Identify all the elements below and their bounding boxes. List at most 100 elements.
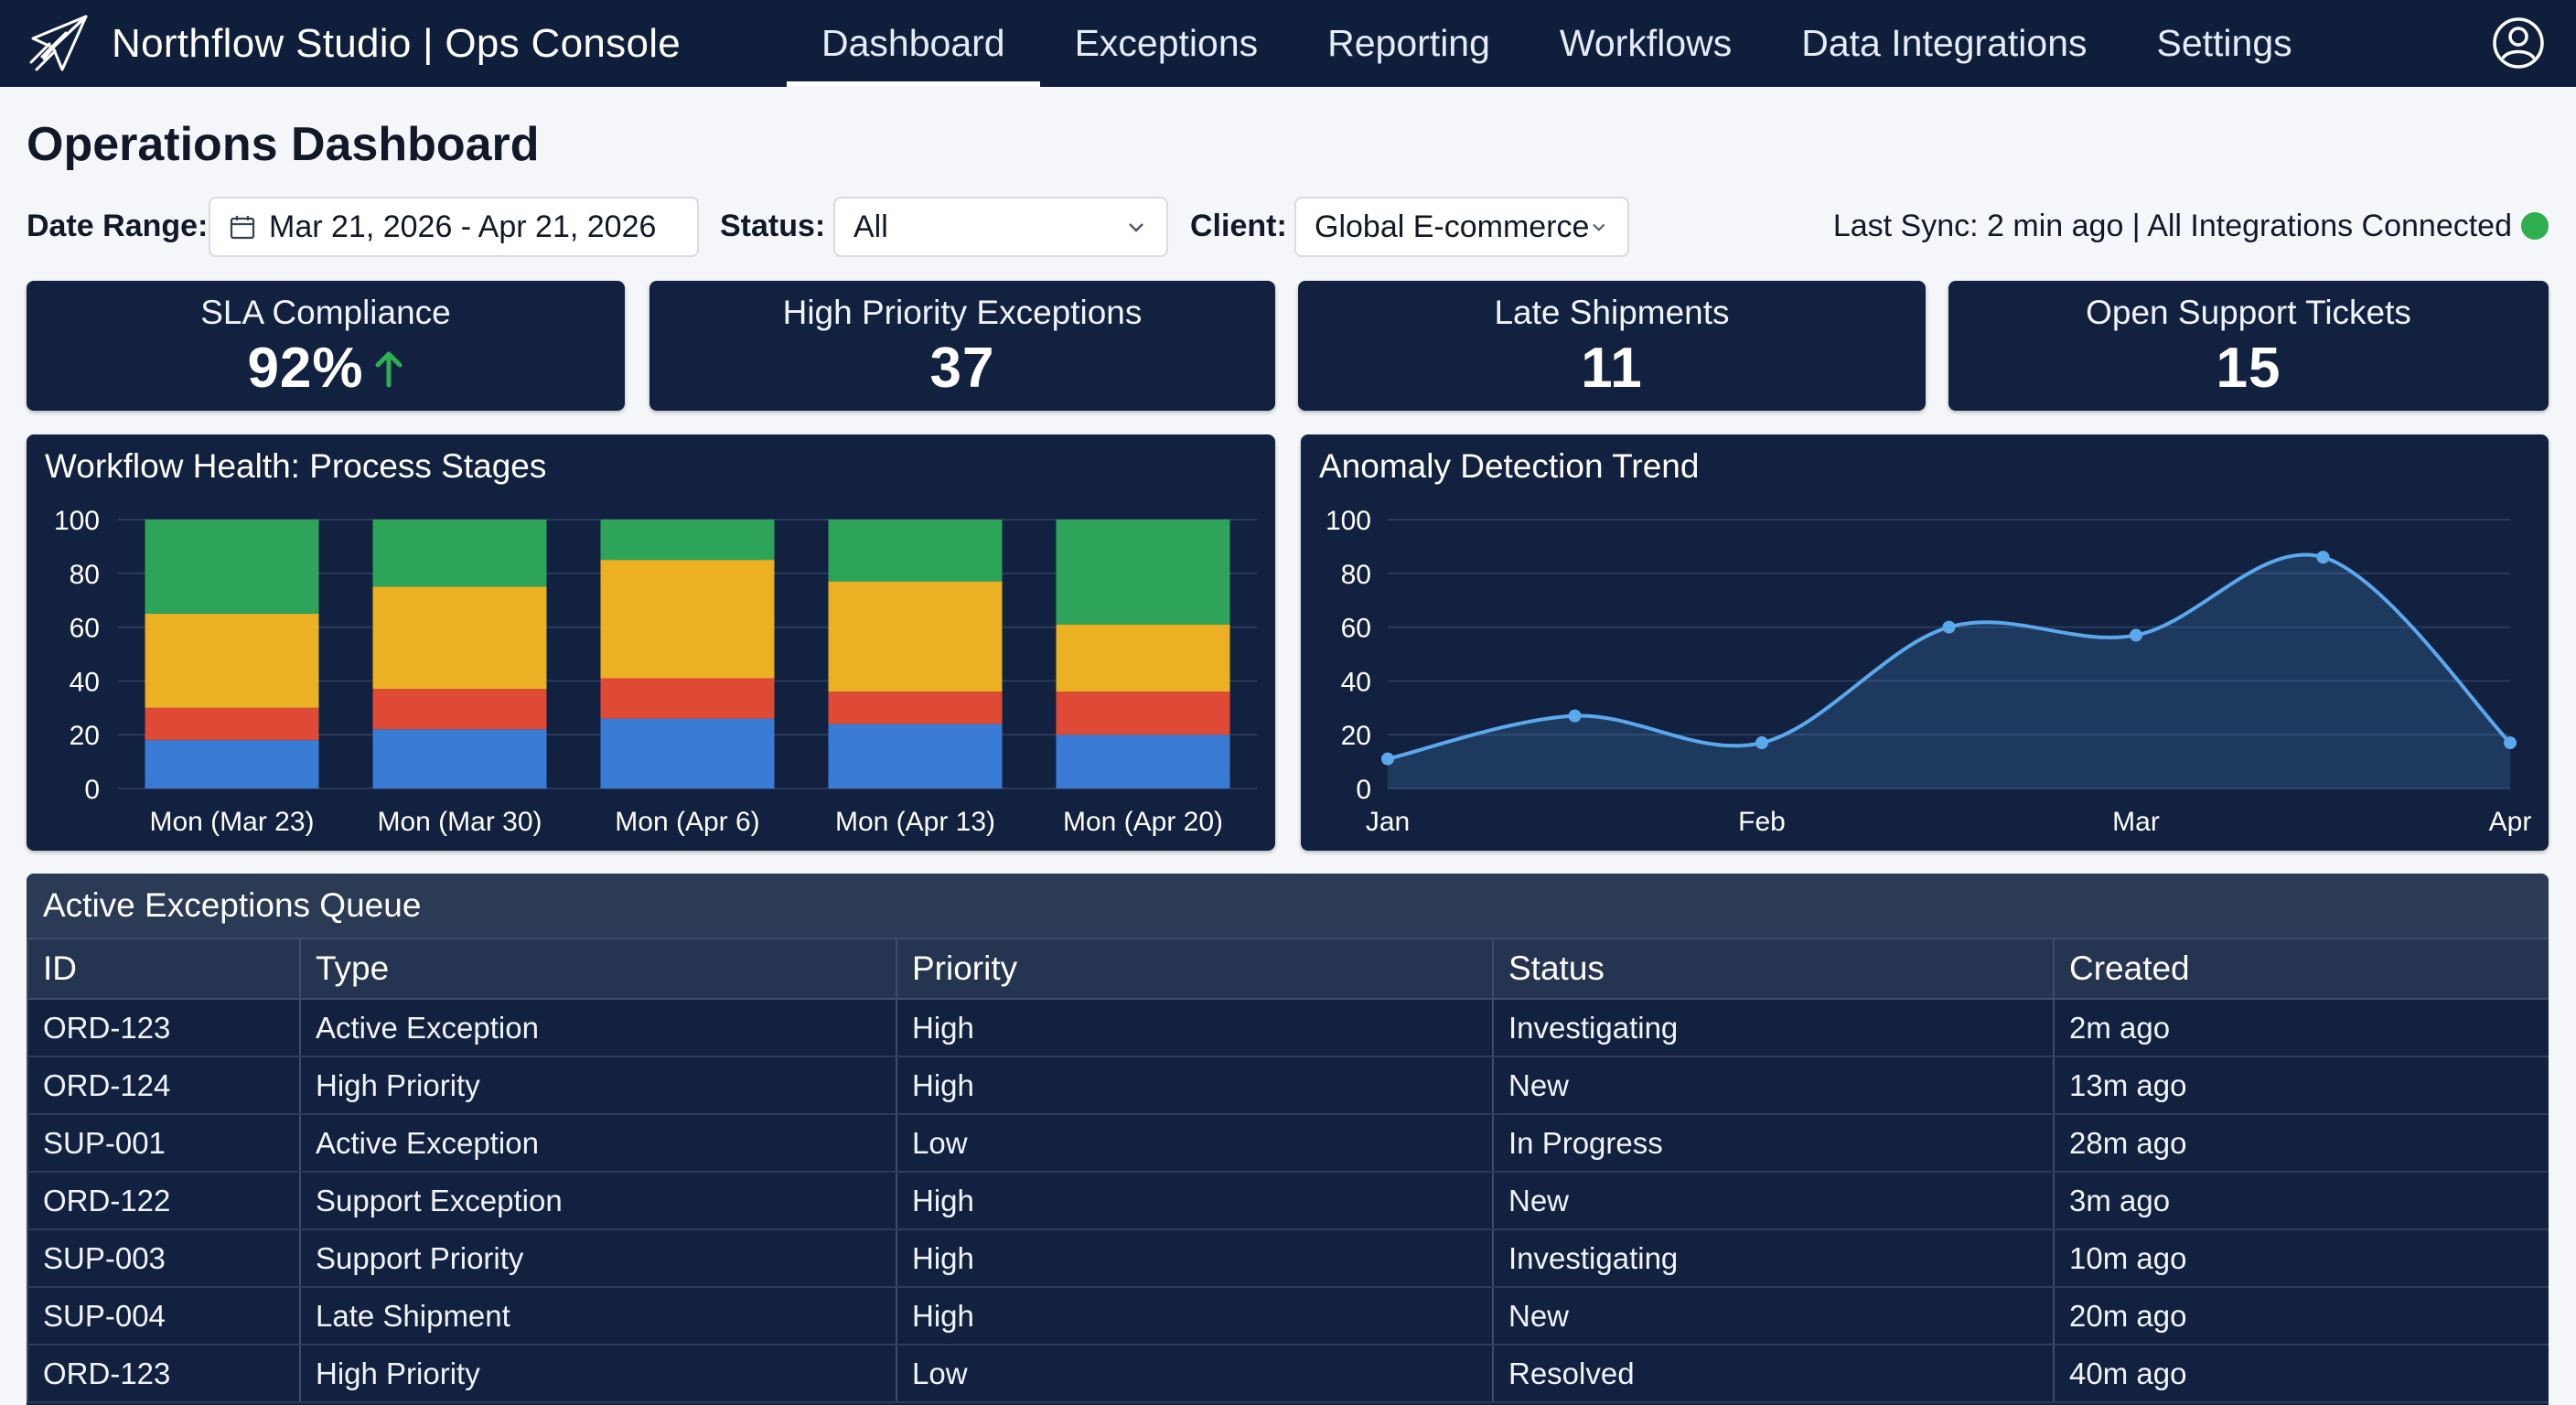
bar-segment (828, 581, 1003, 692)
table-row[interactable]: ORD-123 Active Exception High Investigat… (27, 999, 2549, 1057)
kpi-value: 15 (2216, 337, 2281, 400)
cell-status: New (1492, 1287, 2055, 1346)
page-title: Operations Dashboard (27, 118, 540, 171)
cell-id: ORD-123 (27, 999, 301, 1057)
kpi-label: High Priority Exceptions (782, 294, 1143, 331)
column-header-id[interactable]: ID (27, 938, 301, 1000)
chevron-down-icon (1129, 223, 1143, 232)
table-row[interactable]: ORD-122 Support Exception High New 3m ag… (27, 1172, 2549, 1230)
cell-status: Investigating (1492, 999, 2055, 1057)
status-label: Status: (720, 209, 826, 243)
status-select-value: All (853, 209, 888, 244)
kpi-open-support-tickets[interactable]: Open Support Tickets 15 (1948, 281, 2549, 411)
table-header-row: ID Type Priority Status Created (27, 938, 2549, 1000)
cell-id: ORD-123 (27, 1345, 301, 1403)
y-tick-label: 20 (1341, 721, 1371, 751)
kpi-sla-compliance[interactable]: SLA Compliance 92% (27, 281, 625, 411)
y-tick-label: 20 (70, 721, 100, 751)
sync-status: Last Sync: 2 min ago | All Integrations … (1832, 209, 2512, 243)
table-row[interactable]: SUP-001 Active Exception Low In Progress… (27, 1114, 2549, 1173)
x-tick-label: Mon (Apr 13) (835, 807, 995, 837)
cell-type: Late Shipment (299, 1287, 897, 1346)
bar-segment (145, 740, 319, 788)
table-row[interactable]: ORD-123 High Priority Low Resolved 40m a… (27, 1345, 2549, 1403)
app-title: Northflow Studio | Ops Console (112, 20, 682, 66)
bar-segment (145, 707, 319, 741)
nav-reporting[interactable]: Reporting (1327, 22, 1490, 64)
x-tick-label: Mon (Apr 6) (615, 807, 759, 837)
cell-id: ORD-124 (27, 1056, 301, 1115)
client-select-value: Global E-commerce (1315, 209, 1590, 244)
cell-priority: High (896, 1229, 1494, 1288)
table-title: Active Exceptions Queue (27, 874, 2549, 938)
up-arrow-icon (375, 351, 402, 387)
kpi-late-shipments[interactable]: Late Shipments 11 (1298, 281, 1926, 411)
client-select[interactable]: Global E-commerce (1294, 197, 1629, 257)
table-row[interactable]: SUP-003 Support Priority High Investigat… (27, 1229, 2549, 1288)
bar-segment (1056, 624, 1230, 692)
column-header-priority[interactable]: Priority (896, 938, 1494, 1000)
data-point (2130, 628, 2142, 642)
table-row[interactable]: ORD-124 High Priority High New 13m ago (27, 1056, 2549, 1115)
x-tick-label: Mon (Mar 23) (149, 807, 314, 837)
bar-segment (372, 689, 547, 730)
cell-priority: High (896, 1172, 1494, 1230)
date-range-value: Mar 21, 2026 - Apr 21, 2026 (269, 209, 657, 244)
bar-segment (600, 678, 775, 719)
column-header-created[interactable]: Created (2053, 938, 2549, 1000)
kpi-value: 92% (247, 337, 364, 400)
bar-segment (372, 586, 547, 690)
x-tick-label: Mon (Mar 30) (377, 807, 542, 837)
chevron-down-icon (1593, 223, 1605, 231)
chart-title: Anomaly Detection Trend (1319, 447, 1700, 485)
cell-status: Resolved (1492, 1345, 2055, 1403)
kpi-label: SLA Compliance (200, 294, 451, 331)
cell-type: Support Priority (299, 1229, 897, 1288)
bar-segment (828, 692, 1003, 724)
column-header-status[interactable]: Status (1492, 938, 2055, 1000)
x-tick-label: Mar (2112, 807, 2160, 837)
cell-created: 20m ago (2053, 1287, 2549, 1346)
cell-priority: High (896, 1287, 1494, 1346)
status-select[interactable]: All (833, 197, 1168, 257)
cell-priority: Low (896, 1114, 1494, 1173)
date-range-picker[interactable]: Mar 21, 2026 - Apr 21, 2026 (209, 197, 699, 257)
nav-workflows[interactable]: Workflows (1559, 22, 1733, 64)
nav-dashboard[interactable]: Dashboard (787, 0, 1040, 87)
bar-segment (600, 520, 775, 561)
x-tick-label: Apr (2489, 807, 2532, 837)
nav-settings[interactable]: Settings (2156, 22, 2292, 64)
bar-segment (145, 520, 319, 614)
date-range-label: Date Range: (27, 209, 209, 243)
column-header-type[interactable]: Type (299, 938, 897, 1000)
kpi-high-priority-exceptions[interactable]: High Priority Exceptions 37 (649, 281, 1275, 411)
cell-created: 10m ago (2053, 1229, 2549, 1288)
y-tick-label: 60 (70, 614, 100, 644)
cell-status: In Progress (1492, 1114, 2055, 1173)
exceptions-table: ID Type Priority Status Created ORD-123 … (27, 938, 2549, 1403)
calendar-icon (230, 216, 255, 240)
data-point (1755, 736, 1768, 750)
nav-exceptions[interactable]: Exceptions (1074, 22, 1259, 64)
table-row[interactable]: SUP-004 Late Shipment High New 20m ago (27, 1287, 2549, 1346)
bar-segment (600, 718, 775, 788)
brand[interactable]: Northflow Studio | Ops Console (26, 0, 681, 87)
cell-type: Support Exception (299, 1172, 897, 1230)
user-circle-icon[interactable] (2492, 16, 2545, 70)
kpi-label: Open Support Tickets (2086, 294, 2411, 331)
nav-data-integrations[interactable]: Data Integrations (1801, 22, 2088, 64)
exceptions-queue-panel: Active Exceptions Queue ID Type Priority… (27, 874, 2549, 1405)
workflow-health-panel: 0 20 40 60 80 100 Mon (Mar 23) Mon (Mar 30) Mon … (27, 434, 1275, 851)
cell-created: 3m ago (2053, 1172, 2549, 1230)
bar-segment (600, 560, 775, 679)
chart-title: Workflow Health: Process Stages (45, 447, 547, 485)
cell-id: ORD-122 (27, 1172, 301, 1230)
cell-created: 40m ago (2053, 1345, 2549, 1403)
cell-status: New (1492, 1172, 2055, 1230)
y-tick-label: 0 (84, 775, 100, 805)
bar-segment (828, 724, 1003, 788)
cell-created: 13m ago (2053, 1056, 2549, 1115)
cell-type: High Priority (299, 1345, 897, 1403)
main-nav: Dashboard Exceptions Reporting Workflows… (787, 0, 2327, 87)
x-tick-label: Jan (1366, 807, 1410, 837)
